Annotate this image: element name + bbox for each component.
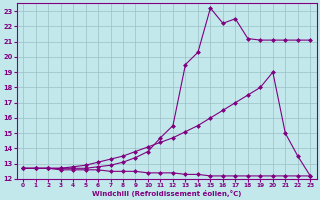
X-axis label: Windchill (Refroidissement éolien,°C): Windchill (Refroidissement éolien,°C) — [92, 190, 241, 197]
